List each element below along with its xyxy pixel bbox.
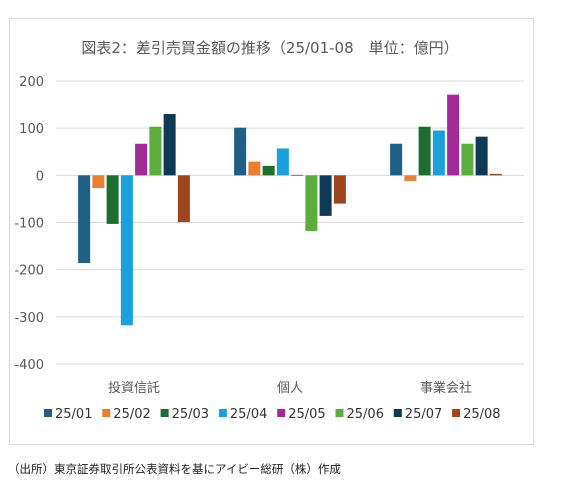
chart-title: 図表2：差引売買金額の推移（25/01-08 単位：億円）: [81, 39, 459, 57]
bar: [276, 148, 289, 176]
legend-swatch: [102, 409, 111, 417]
bar: [149, 126, 162, 176]
y-tick-label: -400: [14, 358, 44, 373]
bar: [248, 161, 261, 176]
bar: [447, 94, 460, 176]
bar: [106, 175, 119, 224]
legend-label: 25/05: [288, 407, 325, 422]
legend-swatch: [44, 409, 52, 417]
y-tick-label: -100: [14, 217, 44, 232]
bar: [475, 136, 488, 176]
x-tick-label: 投資信託: [108, 380, 160, 396]
bar: [489, 173, 502, 176]
bar: [120, 175, 133, 326]
legend-swatch: [277, 409, 286, 417]
bar: [135, 143, 148, 176]
bar: [262, 165, 275, 176]
y-tick-label: -300: [14, 311, 44, 326]
legend-label: 25/01: [55, 407, 92, 422]
bar: [333, 175, 346, 204]
legend-swatch: [452, 409, 461, 417]
legend-swatch: [160, 409, 169, 417]
bar: [78, 175, 91, 264]
y-tick-label: 0: [36, 169, 44, 184]
legend-swatch: [335, 409, 344, 417]
source-note: （出所）東京証券取引所公表資料を基にアイビー総研（株）作成: [8, 462, 341, 476]
bar: [418, 126, 431, 176]
y-tick-labels: 200 100 0 -100 -200 -300 -400: [14, 75, 44, 373]
gridlines: [56, 80, 524, 365]
legend-label: 25/02: [113, 407, 150, 422]
legend-swatch: [393, 409, 402, 417]
y-tick-label: 100: [19, 122, 44, 137]
bar: [319, 175, 332, 216]
x-tick-label: 事業会社: [420, 380, 472, 396]
bar: [305, 175, 318, 231]
legend-label: 25/04: [230, 407, 267, 422]
bar: [234, 127, 247, 176]
legend-label: 25/07: [405, 407, 442, 422]
legend: 25/01 25/02 25/03 25/04 25/05 25/06 25/07 25/08: [44, 407, 501, 422]
bar: [163, 114, 176, 176]
bar: [291, 174, 304, 176]
bar: [432, 130, 445, 176]
chart-frame: [9, 18, 534, 445]
y-tick-label: -200: [14, 264, 44, 279]
bar: [390, 143, 403, 176]
bars: [78, 94, 502, 326]
legend-label: 25/06: [347, 407, 384, 422]
bar: [177, 175, 190, 223]
legend-swatch: [218, 409, 227, 417]
bar: [461, 143, 474, 176]
x-tick-label: 個人: [277, 381, 303, 396]
x-tick-labels: 投資信託 個人 事業会社: [108, 380, 472, 396]
legend-label: 25/08: [463, 407, 500, 422]
legend-label: 25/03: [172, 407, 209, 422]
bar: [404, 175, 417, 181]
y-tick-label: 200: [19, 75, 44, 90]
bar: [92, 175, 105, 189]
